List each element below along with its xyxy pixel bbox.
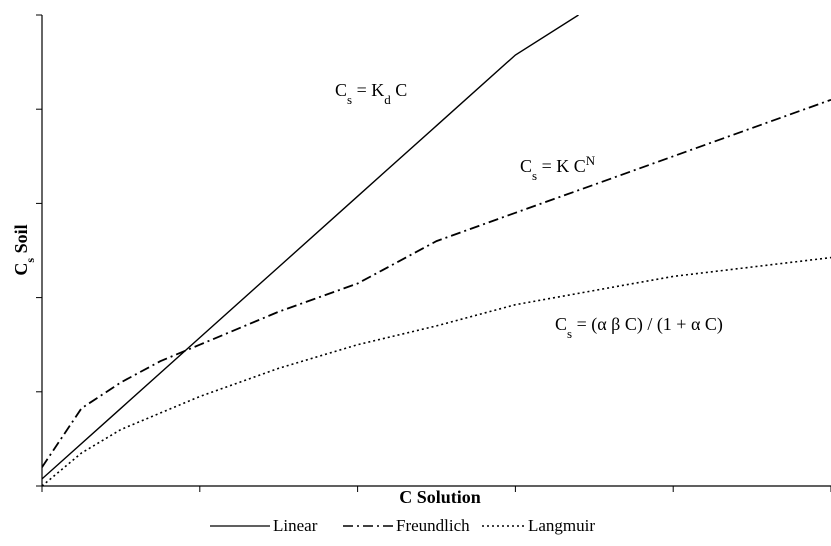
- linear-series-line: [42, 15, 579, 480]
- equation-annotations: Cs = Kd C Cs = K CN Cs = (α β C) / (1 + α …: [335, 80, 723, 341]
- y-axis-title: Cs Soil: [11, 224, 37, 275]
- freundlich-series-line: [42, 98, 831, 468]
- y-axis-title-rest: Soil: [11, 224, 31, 258]
- legend-item-langmuir: Langmuir: [482, 516, 595, 535]
- legend-item-linear: Linear: [210, 516, 318, 535]
- y-axis-title-sub: s: [23, 258, 37, 263]
- legend: Linear Freundlich Langmuir: [210, 516, 595, 535]
- axes: [36, 14, 831, 492]
- legend-item-freundlich: Freundlich: [343, 516, 470, 535]
- langmuir-series-line: [42, 256, 831, 486]
- langmuir-equation-label: Cs = (α β C) / (1 + α C): [555, 314, 723, 341]
- legend-label: Freundlich: [396, 516, 470, 535]
- y-axis-title-main: C: [11, 263, 31, 276]
- legend-label: Langmuir: [528, 516, 595, 535]
- x-axis-title: C Solution: [399, 487, 481, 507]
- legend-label: Linear: [273, 516, 318, 535]
- freundlich-equation-label: Cs = K CN: [520, 153, 596, 183]
- linear-equation-label: Cs = Kd C: [335, 80, 407, 107]
- series-group: [42, 15, 831, 486]
